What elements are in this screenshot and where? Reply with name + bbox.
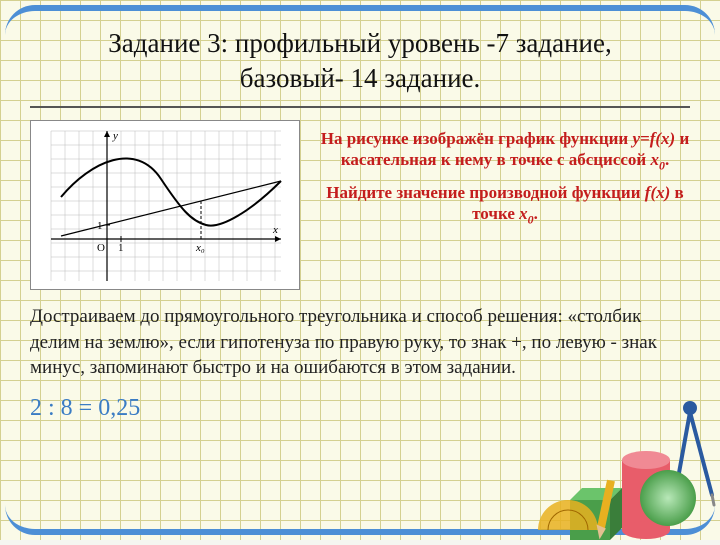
svg-text:1: 1 (97, 220, 103, 232)
svg-text:y: y (112, 130, 118, 142)
p2-fn: f(x) (645, 183, 670, 202)
svg-text:x: x (272, 224, 278, 236)
explanation-text: Достраиваем до прямоугольного треугольни… (30, 304, 690, 381)
problem-row: O 1 1 x₀ y x На рисунке изображён график функ… (30, 120, 690, 290)
slide-content: Задание 3: профильный уровень -7 задание… (30, 20, 690, 520)
svg-text:O: O (97, 242, 105, 254)
slide-title: Задание 3: профильный уровень -7 задание… (30, 20, 690, 108)
svg-text:x₀: x₀ (195, 242, 205, 254)
p1-fn: y=f(x) (632, 129, 675, 148)
function-chart: O 1 1 x₀ y x (30, 120, 300, 290)
p2-x0: x (519, 204, 528, 223)
p2-suffix: . (534, 204, 538, 223)
svg-text:1: 1 (118, 242, 124, 254)
p2-prefix: Найдите значение производной функции (326, 183, 644, 202)
p1-x0: x (650, 150, 659, 169)
problem-text: На рисунке изображён график функции y=f(… (320, 120, 690, 290)
p1-prefix: На рисунке изображён график функции (321, 129, 633, 148)
p1-suffix: . (665, 150, 669, 169)
answer-text: 2 : 8 = 0,25 (30, 395, 690, 422)
